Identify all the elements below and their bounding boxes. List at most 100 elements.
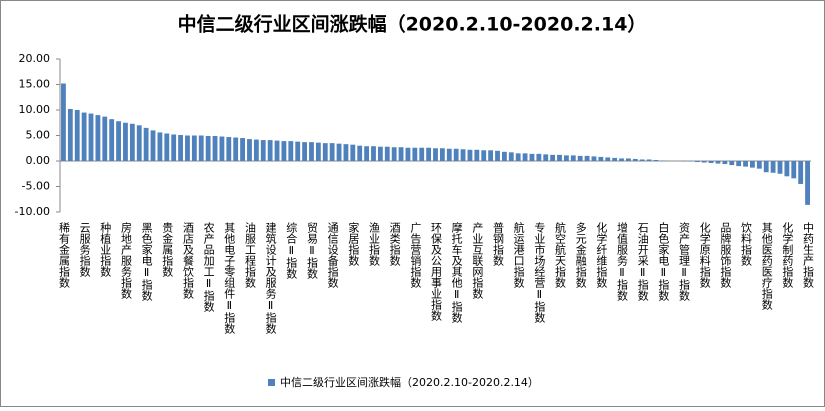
bar — [708, 161, 714, 164]
bar — [157, 132, 163, 161]
bar — [763, 161, 769, 173]
bar — [336, 143, 342, 161]
bar — [219, 136, 225, 161]
bar — [791, 161, 797, 179]
bar — [109, 119, 115, 161]
bar — [143, 127, 149, 161]
bar — [315, 142, 321, 161]
bar — [102, 116, 108, 161]
y-tick-label: 0.00 — [26, 154, 51, 167]
bar — [171, 134, 177, 161]
bar — [426, 147, 432, 161]
x-tick-label: 化学原料指数 — [698, 221, 711, 289]
bar — [474, 149, 480, 161]
bar — [405, 147, 411, 161]
x-tick-label: 渔业指数 — [367, 222, 380, 267]
bar — [267, 140, 273, 161]
y-tick-label: -5.00 — [22, 180, 50, 193]
x-tick-label: 产业互联网指数 — [471, 221, 484, 300]
x-tick-label: 广告营销指数 — [409, 222, 422, 289]
bar — [632, 158, 638, 161]
bar — [240, 138, 245, 161]
x-tick-label: 环保及公用事业指数 — [430, 222, 443, 322]
bar — [74, 110, 80, 161]
chart-title: 中信二级行业区间涨跌幅（2020.2.10-2020.2.14） — [178, 13, 647, 36]
x-tick-label: 航运港口指数 — [512, 221, 525, 289]
x-tick-label: 其他电子零组件Ⅱ指数 — [223, 222, 236, 335]
x-tick-label: 中药生产指数 — [802, 222, 815, 289]
bar — [288, 141, 294, 161]
bar — [626, 158, 631, 161]
bar — [501, 151, 507, 161]
x-tick-label: 专业市场经营Ⅱ指数 — [533, 221, 546, 324]
x-tick-label: 饮料指数 — [740, 222, 753, 267]
bar — [178, 134, 183, 161]
bar — [612, 157, 618, 161]
bar — [95, 115, 101, 161]
bar — [750, 161, 755, 168]
bar — [384, 146, 390, 161]
x-tick-label: 增值服务Ⅱ指数 — [616, 221, 629, 302]
bar — [350, 144, 356, 161]
x-tick-label: 建筑设计及服务Ⅱ指数 — [264, 221, 277, 335]
bar — [563, 155, 569, 161]
x-tick-label: 酒类指数 — [388, 222, 401, 267]
bar — [322, 143, 328, 161]
bar — [295, 141, 301, 161]
x-tick-label: 化学纤维指数 — [595, 221, 608, 289]
x-tick-label: 种植业指数 — [99, 221, 112, 278]
bar — [694, 161, 700, 163]
bar — [619, 158, 624, 161]
x-tick-label: 通信设备指数 — [326, 222, 339, 289]
bar — [653, 159, 659, 161]
bar — [150, 130, 156, 161]
x-tick-label: 农产品加工Ⅱ指数 — [202, 221, 215, 313]
bar — [495, 150, 500, 161]
bar — [508, 152, 514, 161]
bar — [453, 148, 459, 161]
x-tick-label: 石油开采Ⅱ指数 — [636, 222, 649, 302]
bar — [467, 149, 473, 161]
bar — [715, 161, 721, 164]
bar — [205, 136, 211, 161]
x-tick-label: 贸易Ⅱ指数 — [305, 222, 318, 280]
bar — [191, 135, 197, 161]
x-tick-label: 房地产服务指数 — [119, 222, 132, 300]
bar — [364, 146, 370, 161]
bar — [515, 153, 521, 161]
bar — [67, 108, 73, 161]
x-tick-label: 黑色家电Ⅱ指数 — [140, 222, 153, 302]
bar — [756, 161, 762, 169]
y-tick-label: 5.00 — [26, 129, 51, 142]
bar — [784, 161, 790, 177]
bar — [343, 144, 349, 161]
bar — [61, 83, 66, 161]
bar — [736, 161, 742, 167]
x-tick-label: 航空航天指数 — [554, 221, 567, 289]
bar — [488, 150, 494, 161]
legend-swatch — [268, 379, 275, 386]
bar — [743, 161, 748, 167]
bar — [660, 160, 666, 161]
x-tick-label: 白色家电Ⅱ指数 — [657, 221, 670, 302]
bar — [722, 161, 728, 165]
y-tick-label: 10.00 — [19, 103, 51, 116]
x-tick-label: 其他医药医疗指数 — [760, 222, 773, 311]
bar — [212, 136, 218, 161]
bar — [577, 155, 583, 161]
legend-label: 中信二级行业区间涨跌幅（2020.2.10-2020.2.14） — [280, 375, 539, 389]
bar — [377, 146, 383, 161]
bar — [605, 157, 611, 161]
bar — [371, 146, 376, 161]
y-tick-label: 15.00 — [19, 78, 51, 91]
bar — [412, 147, 418, 161]
bar — [550, 154, 556, 161]
bar — [357, 145, 363, 161]
bar — [309, 142, 314, 161]
bar — [439, 148, 445, 161]
bar — [247, 139, 252, 161]
bar — [398, 147, 404, 161]
bar — [253, 139, 259, 161]
